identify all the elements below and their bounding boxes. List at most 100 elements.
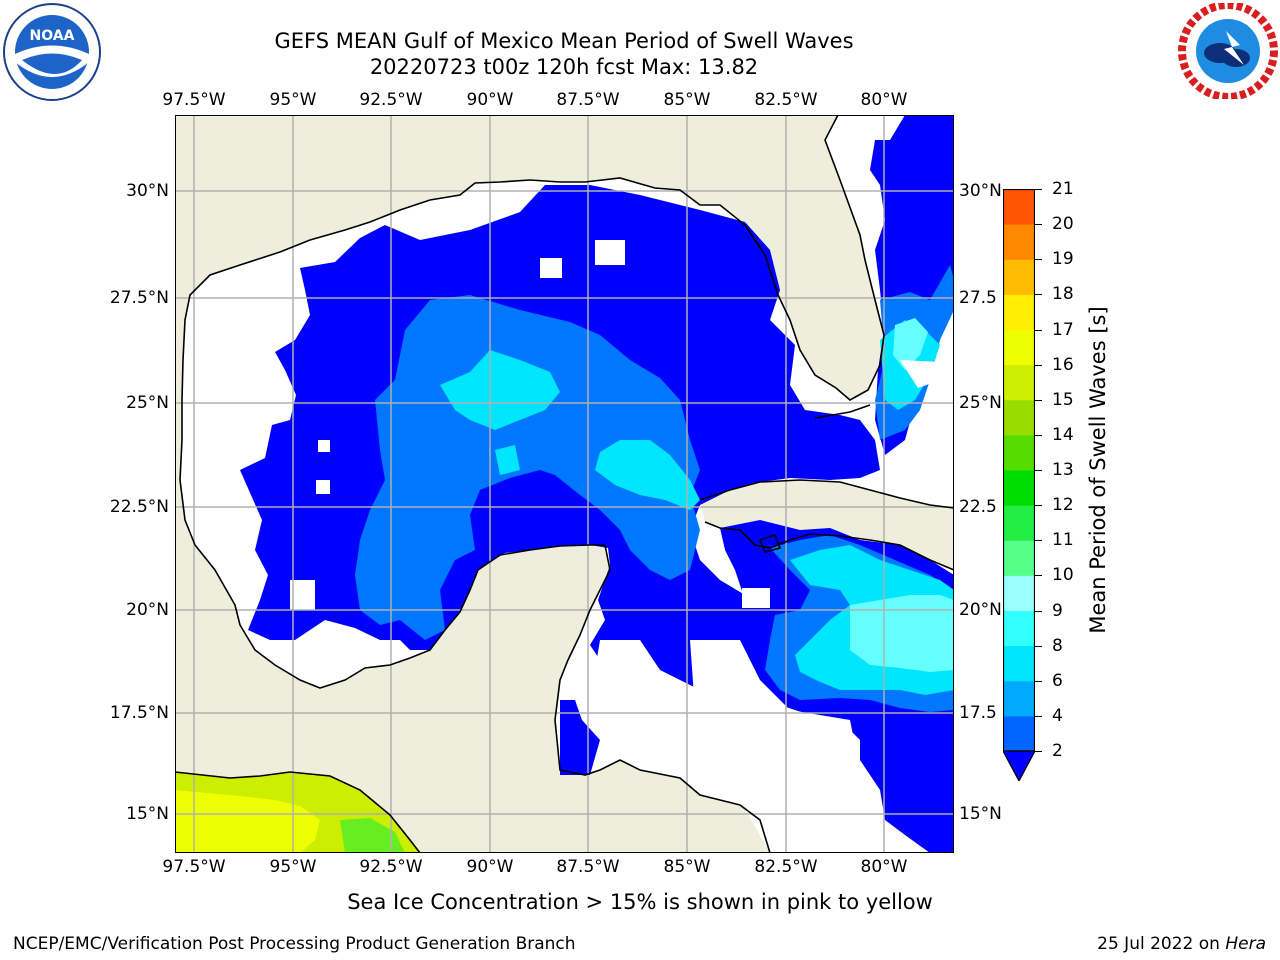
colorbar-segment [1003,189,1035,225]
lon-label: 90°W [466,90,514,110]
lon-label: 95°W [269,90,317,110]
lon-label: 80°W [860,857,908,877]
colorbar-tick-mark [1035,189,1042,190]
lat-label: 15°N [126,804,169,824]
colorbar-segment [1003,715,1035,752]
lat-label: 22.5 [959,497,997,517]
colorbar-tick-mark [1035,715,1042,717]
colorbar-segment [1003,610,1035,647]
colorbar-tick-mark [1035,751,1042,752]
lon-label: 95°W [269,857,317,877]
colorbar-tick-label: 21 [1052,179,1074,199]
colorbar-tick-label: 18 [1052,284,1074,305]
lon-label: 82.5°W [754,90,818,110]
footer-host: Hera [1225,934,1266,954]
coastlines [175,115,954,853]
colorbar-segment [1003,259,1035,295]
colorbar-segment [1003,224,1035,260]
lat-label: 20°N [126,600,169,620]
colorbar-segment [1003,329,1035,366]
colorbar-tick-label: 9 [1052,600,1063,621]
colorbar [1003,189,1035,781]
lon-label: 97.5°W [162,90,226,110]
nws-logo [1178,1,1278,101]
colorbar-segment [1003,540,1035,576]
colorbar-tick-label: 14 [1052,424,1074,445]
colorbar-segment [1003,294,1035,330]
colorbar-segment [1003,399,1035,436]
lat-label: 17.5°N [109,703,169,723]
colorbar-label: Mean Period of Swell Waves [s] [1086,306,1110,634]
colorbar-tick-mark [1035,505,1042,507]
colorbar-segment [1003,434,1035,471]
colorbar-tick-label: 12 [1052,495,1074,516]
colorbar-extend-arrow [1003,750,1035,781]
colorbar-tick-label: 8 [1052,635,1063,656]
colorbar-tick-mark [1035,680,1042,682]
colorbar-tick-mark [1035,224,1042,226]
noaa-logo-text: NOAA [30,28,75,44]
map-subtitle: 20220723 t00z 120h fcst Max: 13.82 [369,55,759,79]
colorbar-segment [1003,364,1035,401]
footer-date-text: 25 Jul 2022 on [1097,934,1226,954]
colorbar-tick-label: 10 [1052,565,1074,586]
colorbar-tick-mark [1035,434,1042,436]
colorbar-frame [1003,189,1035,752]
colorbar-segment [1003,645,1035,682]
colorbar-tick-mark [1035,364,1042,366]
colorbar-tick-label: 2 [1052,741,1063,761]
colorbar-tick-mark [1035,540,1042,542]
lat-label: 25°N [959,393,1002,413]
lon-label: 92.5°W [359,857,423,877]
swell-period-map [175,115,954,853]
colorbar-tick-label: 19 [1052,249,1074,270]
colorbar-tick-label: 11 [1052,530,1074,551]
colorbar-tick-mark [1035,399,1042,401]
colorbar-segment [1003,680,1035,717]
colorbar-tick-label: 20 [1052,214,1074,235]
colorbar-tick-mark [1035,329,1042,331]
lat-label: 30°N [126,181,169,201]
ice-region [175,772,420,853]
lat-label: 27.5 [959,288,997,308]
colorbar-tick-label: 16 [1052,354,1074,375]
lon-label: 90°W [466,857,514,877]
lon-label: 97.5°W [162,857,226,877]
footer-date: 25 Jul 2022 on Hera [1097,934,1266,954]
lat-label: 15°N [959,804,1002,824]
colorbar-tick-label: 6 [1052,670,1063,691]
footer-credit: NCEP/EMC/Verification Post Processing Pr… [13,934,576,954]
band-8-9 [850,318,954,672]
lat-label: 27.5°N [109,288,169,308]
colorbar-tick-mark [1035,259,1042,261]
lon-label: 87.5°W [556,90,620,110]
graticule [175,115,954,853]
no-data-patches [290,240,940,853]
colorbar-tick-label: 4 [1052,705,1063,726]
noaa-logo: NOAA [2,2,102,102]
land-cuba [700,480,954,570]
colorbar-tick-mark [1035,470,1042,471]
lon-label: 92.5°W [359,90,423,110]
colorbar-tick-label: 13 [1052,460,1074,480]
map-title: GEFS MEAN Gulf of Mexico Mean Period of … [274,29,854,53]
lon-label: 85°W [663,90,711,110]
lat-label: 30°N [959,181,1002,201]
colorbar-tick-label: 17 [1052,319,1074,340]
colorbar-segment [1003,505,1035,541]
colorbar-tick-mark [1035,575,1042,577]
colorbar-tick-mark [1035,645,1042,647]
lat-label: 20°N [959,600,1002,620]
colorbar-tick-mark [1035,294,1042,296]
colorbar-tick-mark [1035,610,1042,612]
lon-label: 82.5°W [754,857,818,877]
lon-label: 87.5°W [556,857,620,877]
colorbar-segment [1003,575,1035,611]
lat-label: 25°N [126,393,169,413]
lon-label: 85°W [663,857,711,877]
lat-label: 17.5 [959,703,997,723]
lat-label: 22.5°N [109,497,169,517]
ice-caption: Sea Ice Concentration > 15% is shown in … [347,890,933,914]
lon-label: 80°W [860,90,908,110]
colorbar-segment [1003,470,1035,506]
